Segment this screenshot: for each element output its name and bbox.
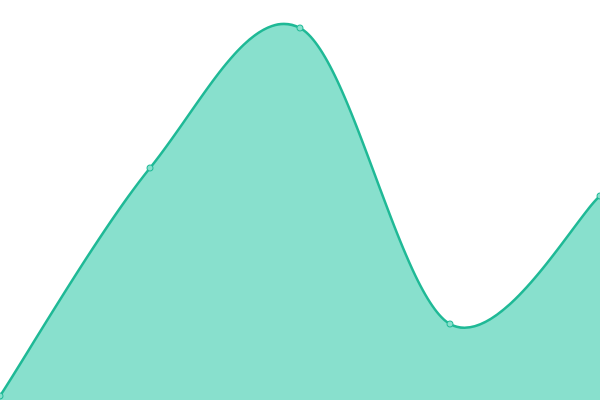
point: [0, 392, 4, 400]
point: [446, 320, 454, 328]
area-fill: [0, 23, 600, 400]
point: [596, 192, 600, 200]
point: [146, 164, 154, 172]
point: [296, 24, 304, 32]
